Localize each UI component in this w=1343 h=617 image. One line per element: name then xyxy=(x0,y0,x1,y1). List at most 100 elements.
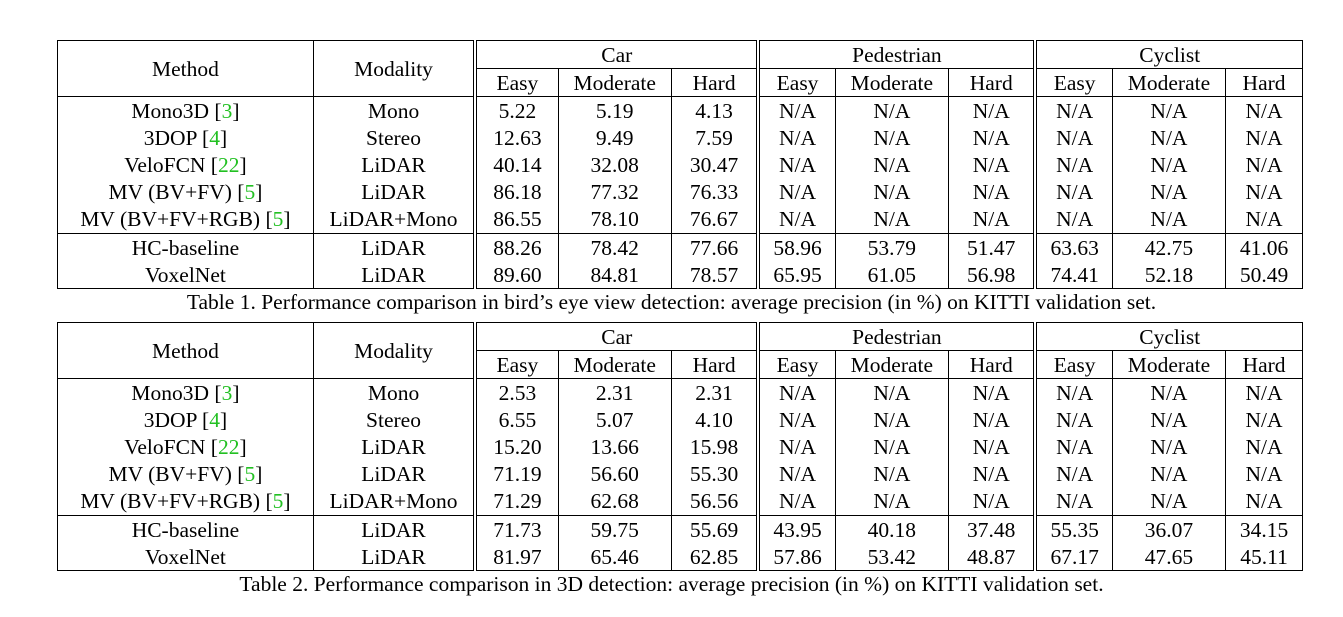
table-1-wrapper: Method Modality Car Pedestrian Cyclist Easy Mo… xyxy=(57,40,1303,290)
value-cell: N/A xyxy=(1245,180,1283,205)
value-cell: N/A xyxy=(758,151,836,179)
value-cell: N/A xyxy=(948,460,1038,488)
value-cell: N/A xyxy=(758,205,836,234)
value-cell: N/A xyxy=(1245,207,1283,232)
level-header-hard: Hard xyxy=(671,68,761,97)
citation-link[interactable]: 5 xyxy=(244,462,256,487)
group-header-car: Car xyxy=(475,40,761,69)
value-cell: 36.07 xyxy=(1112,514,1227,544)
value-cell: 59.75 xyxy=(558,514,672,544)
citation-bracket: ] xyxy=(283,489,291,514)
level-header-easy: Easy xyxy=(1035,350,1113,379)
table-row: VoxelNet LiDAR 81.97 65.46 62.85 57.86 53.42 48… xyxy=(57,543,1303,571)
modality-cell: LiDAR xyxy=(313,543,478,571)
value-cell: N/A xyxy=(1035,178,1113,206)
value-cell: N/A xyxy=(1112,487,1227,516)
method-name: VeloFCN [ xyxy=(124,152,218,177)
citation-link[interactable]: 5 xyxy=(244,180,256,205)
value-cell: 57.86 xyxy=(758,543,836,571)
value-cell: 81.97 xyxy=(475,543,559,571)
value-cell: N/A xyxy=(1245,152,1283,177)
citation-bracket: ] xyxy=(219,407,228,432)
group-header-pedestrian: Pedestrian xyxy=(758,322,1038,351)
citation-link[interactable]: 4 xyxy=(209,125,220,150)
value-cell: 88.26 xyxy=(475,232,559,262)
table-2-wrapper: Method Modality Car Pedestrian Cyclist Easy Mo… xyxy=(57,322,1303,572)
value-cell: N/A xyxy=(835,124,949,152)
method-cell: HC-baseline xyxy=(57,232,314,262)
modality-header: Modality xyxy=(313,40,478,97)
citation-bracket: ] xyxy=(232,98,240,123)
method-name: 3DOP [ xyxy=(143,407,210,432)
method-cell: VoxelNet xyxy=(57,543,314,571)
value-cell: N/A xyxy=(1112,406,1227,434)
value-cell: N/A xyxy=(1245,489,1283,514)
value-cell: 71.19 xyxy=(475,460,559,488)
method-header: Method xyxy=(57,322,314,379)
results-table: Method Modality Car Pedestrian Cyclist Easy Mo… xyxy=(57,40,1303,290)
value-cell: 74.41 xyxy=(1035,261,1113,289)
value-cell: 52.18 xyxy=(1112,261,1227,289)
modality-header: Modality xyxy=(313,322,478,379)
modality-cell: LiDAR xyxy=(313,460,478,488)
level-header-hard: Hard xyxy=(948,68,1038,97)
value-cell: 2.53 xyxy=(475,378,559,407)
value-cell: 53.42 xyxy=(835,543,949,571)
value-cell: N/A xyxy=(1112,178,1227,206)
method-name: VoxelNet xyxy=(145,262,226,287)
citation-link[interactable]: 5 xyxy=(272,207,284,232)
method-cell: 3DOP [4] xyxy=(57,124,314,152)
level-header-moderate: Moderate xyxy=(1112,68,1227,97)
value-cell: N/A xyxy=(758,406,836,434)
citation-link[interactable]: 5 xyxy=(272,489,284,514)
value-cell: 13.66 xyxy=(558,433,672,461)
modality-cell: LiDAR xyxy=(313,151,478,179)
value-cell: N/A xyxy=(1035,406,1113,434)
value-cell: 84.81 xyxy=(558,261,672,289)
value-cell: 41.06 xyxy=(1225,232,1303,262)
citation-link[interactable]: 4 xyxy=(209,407,220,432)
value-cell: N/A xyxy=(835,406,949,434)
table-row: VoxelNet LiDAR 89.60 84.81 78.57 65.95 61.05 56… xyxy=(57,261,1303,289)
citation-link[interactable]: 3 xyxy=(221,380,233,405)
value-cell: N/A xyxy=(1245,462,1283,487)
value-cell: 9.49 xyxy=(558,124,672,152)
group-header-pedestrian: Pedestrian xyxy=(758,40,1038,69)
value-cell: N/A xyxy=(1035,487,1113,516)
value-cell: 48.87 xyxy=(948,543,1038,571)
level-header-moderate: Moderate xyxy=(558,350,672,379)
value-cell: 77.32 xyxy=(558,178,672,206)
value-cell: N/A xyxy=(758,378,836,407)
level-header-hard: Hard xyxy=(1225,68,1303,97)
value-cell: 76.33 xyxy=(671,178,761,206)
value-cell: 2.31 xyxy=(558,378,672,407)
method-cell: MV (BV+FV) [5] xyxy=(57,178,314,206)
citation-link[interactable]: 3 xyxy=(221,98,233,123)
citation-link[interactable]: 22 xyxy=(217,434,240,459)
value-cell: 56.56 xyxy=(671,487,761,516)
method-cell: MV (BV+FV) [5] xyxy=(57,460,314,488)
method-name: VeloFCN [ xyxy=(124,434,218,459)
value-cell: 55.35 xyxy=(1035,514,1113,544)
value-cell: 56.98 xyxy=(948,261,1038,289)
value-cell: N/A xyxy=(948,96,1038,125)
value-cell: 47.65 xyxy=(1112,543,1227,571)
value-cell: 32.08 xyxy=(558,151,672,179)
value-cell: 55.69 xyxy=(671,514,761,544)
table-row: VeloFCN [22] LiDAR 40.14 32.08 30.47 N/A N/A N/… xyxy=(57,151,1303,179)
value-cell: N/A xyxy=(1112,151,1227,179)
value-cell: N/A xyxy=(1245,98,1283,123)
value-cell: N/A xyxy=(1245,125,1283,150)
value-cell: N/A xyxy=(948,124,1038,152)
citation-link[interactable]: 22 xyxy=(217,152,240,177)
table-row: VeloFCN [22] LiDAR 15.20 13.66 15.98 N/A N/A N/… xyxy=(57,433,1303,461)
method-cell: Mono3D [3] xyxy=(57,378,314,407)
method-cell: MV (BV+FV+RGB) [5] xyxy=(57,205,314,234)
modality-cell: LiDAR xyxy=(313,178,478,206)
method-name: VoxelNet xyxy=(145,544,226,569)
value-cell: N/A xyxy=(835,460,949,488)
level-header-hard: Hard xyxy=(948,350,1038,379)
value-cell: N/A xyxy=(1245,434,1283,459)
method-name: MV (BV+FV+RGB) [ xyxy=(80,207,273,232)
method-name: 3DOP [ xyxy=(143,125,210,150)
